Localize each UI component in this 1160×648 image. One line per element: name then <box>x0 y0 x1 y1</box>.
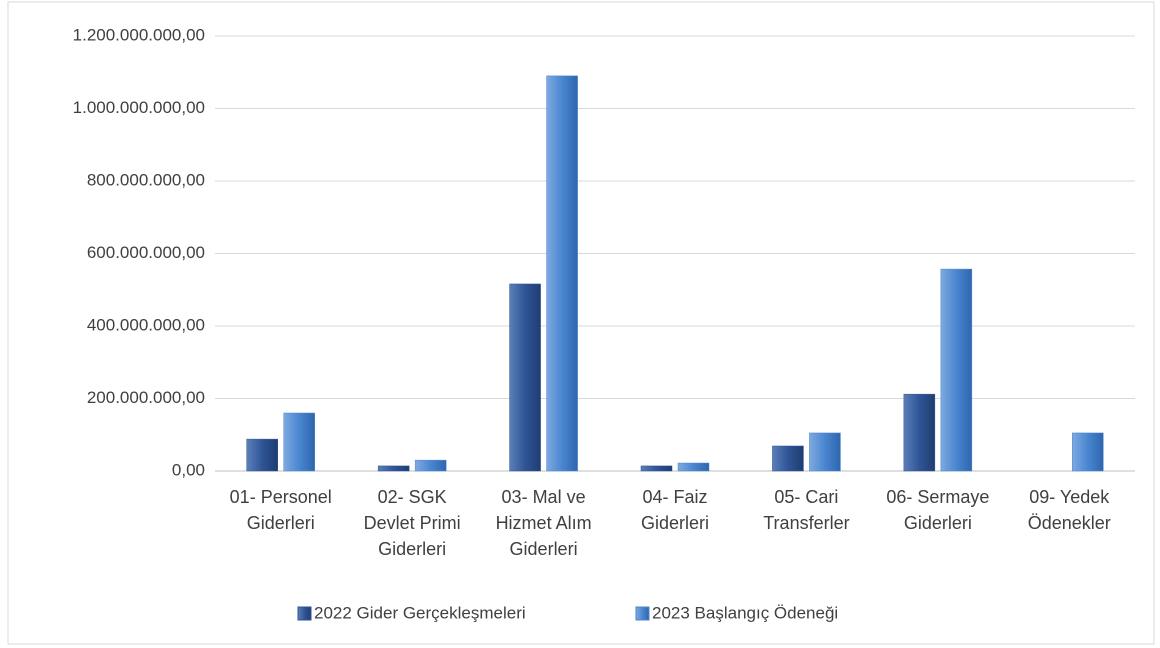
bar <box>772 445 804 472</box>
legend-label: 2023 Başlangıç Ödeneği <box>652 603 838 622</box>
legend-label: 2022 Gider Gerçekleşmeleri <box>314 603 526 622</box>
legend-swatch <box>297 606 312 621</box>
bar <box>509 283 541 472</box>
y-tick-label: 200.000.000,00 <box>87 388 205 407</box>
y-tick-label: 0,00 <box>172 460 205 479</box>
x-tick-label: 06- Sermaye <box>886 487 989 507</box>
x-tick-label: 04- Faiz <box>642 487 707 507</box>
x-tick-label: Transferler <box>763 513 849 533</box>
bar <box>546 75 578 472</box>
y-tick-label: 800.000.000,00 <box>87 170 205 189</box>
legend-swatch <box>635 606 650 621</box>
y-tick-label: 1.200.000.000,00 <box>73 25 205 44</box>
bar <box>677 462 710 472</box>
bar <box>377 465 410 472</box>
x-tick-label: Giderleri <box>904 513 972 533</box>
bar <box>283 412 315 472</box>
x-tick-label: Devlet Primi <box>364 513 461 533</box>
x-tick-label: Ödenekler <box>1028 513 1111 533</box>
x-tick-label: 05- Cari <box>774 487 838 507</box>
bar <box>1072 432 1104 472</box>
x-tick-label: Giderleri <box>510 539 578 559</box>
x-tick-label: 01- Personel <box>230 487 332 507</box>
x-tick-label: 03- Mal ve <box>502 487 586 507</box>
bar <box>640 465 673 472</box>
bar <box>940 268 973 472</box>
chart-border <box>7 1 1155 645</box>
y-tick-label: 1.000.000.000,00 <box>73 98 205 117</box>
x-tick-label: 02- SGK <box>378 487 447 507</box>
x-tick-label: Hizmet Alım <box>496 513 592 533</box>
x-tick-label: Giderleri <box>247 513 315 533</box>
bar <box>903 393 936 472</box>
x-tick-label: Giderleri <box>641 513 709 533</box>
bar <box>809 432 841 472</box>
bar <box>246 438 278 472</box>
bar <box>414 459 447 472</box>
x-tick-label: 09- Yedek <box>1029 487 1110 507</box>
y-tick-label: 600.000.000,00 <box>87 243 205 262</box>
x-tick-label: Giderleri <box>378 539 446 559</box>
y-tick-label: 400.000.000,00 <box>87 315 205 334</box>
